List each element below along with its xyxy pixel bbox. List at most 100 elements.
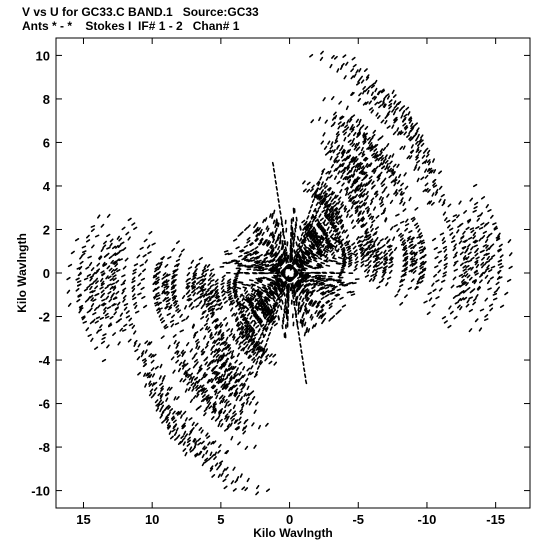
uv-point — [328, 196, 332, 201]
uv-point — [320, 313, 324, 318]
uv-point — [483, 270, 487, 275]
uv-point — [161, 377, 165, 382]
uv-point — [313, 190, 317, 195]
uv-point — [343, 131, 347, 136]
uv-point — [150, 367, 155, 372]
uv-point — [358, 151, 363, 156]
uv-point — [155, 407, 160, 412]
uv-point — [255, 484, 260, 490]
uv-point — [195, 344, 199, 349]
uv-point — [137, 343, 141, 348]
uv-point — [234, 262, 240, 265]
uv-point — [200, 304, 204, 310]
uv-point — [347, 139, 352, 143]
uv-point — [386, 193, 390, 198]
uv-point — [339, 65, 344, 70]
uv-point — [414, 164, 418, 169]
uv-point — [331, 191, 336, 196]
uv-point — [206, 317, 210, 323]
uv-point — [390, 168, 394, 173]
uv-point — [224, 450, 229, 454]
uv-point — [413, 251, 418, 256]
uv-point — [336, 159, 340, 164]
uv-point — [383, 249, 387, 254]
uv-point — [306, 224, 310, 229]
uv-point — [322, 132, 326, 137]
uv-point — [367, 264, 372, 269]
uv-point — [354, 205, 359, 210]
uv-point — [245, 377, 249, 383]
uv-point — [317, 219, 321, 224]
uv-point — [380, 197, 384, 202]
uv-point — [172, 284, 177, 288]
uv-point — [216, 359, 220, 364]
uv-point — [376, 241, 381, 246]
uv-point — [316, 241, 321, 245]
uv-point — [420, 176, 425, 181]
uv-point — [402, 208, 407, 212]
uv-point — [299, 318, 302, 324]
uv-point — [226, 290, 232, 294]
uv-point — [253, 322, 257, 327]
uv-point — [282, 234, 286, 240]
y-tick-label: -8 — [38, 440, 50, 455]
uv-point — [394, 176, 398, 181]
uv-point — [122, 287, 127, 292]
uv-point — [336, 145, 340, 150]
y-tick-label: 4 — [43, 179, 51, 194]
uv-point — [447, 224, 451, 229]
uv-point — [297, 245, 302, 251]
uv-point — [416, 142, 421, 147]
uv-point — [226, 426, 230, 431]
uv-point — [316, 180, 320, 185]
uv-point — [351, 143, 356, 148]
uv-point — [228, 261, 233, 264]
uv-point — [361, 171, 366, 175]
uv-point — [270, 245, 274, 250]
uv-point — [264, 357, 268, 362]
uv-point — [358, 118, 362, 124]
uv-point — [211, 359, 215, 364]
uv-point — [160, 319, 166, 324]
uv-point — [281, 283, 286, 289]
uv-point — [183, 370, 187, 375]
uv-point — [209, 284, 215, 288]
uv-point — [148, 382, 153, 387]
uv-point — [328, 170, 332, 175]
uv-point — [325, 278, 331, 282]
uv-point — [391, 169, 395, 174]
uv-point — [81, 252, 86, 257]
uv-point — [266, 242, 271, 247]
uv-point — [221, 292, 226, 297]
uv-point — [251, 283, 256, 287]
uv-point — [411, 257, 416, 261]
uv-point — [296, 296, 299, 301]
uv-point — [304, 294, 308, 299]
uv-point — [350, 124, 354, 129]
uv-point — [305, 289, 310, 294]
uv-point — [349, 197, 354, 203]
uv-point — [410, 236, 415, 241]
uv-point — [297, 249, 302, 254]
uv-point — [266, 227, 270, 233]
uv-point — [256, 292, 261, 296]
uv-point — [186, 443, 191, 447]
uv-point — [204, 457, 209, 462]
uv-point — [233, 277, 239, 281]
uv-point — [207, 281, 212, 286]
uv-point — [234, 359, 238, 364]
uv-point — [382, 209, 386, 215]
uv-point — [188, 376, 193, 381]
uv-point — [100, 289, 105, 294]
uv-point — [372, 254, 378, 258]
uv-point — [334, 215, 338, 220]
uv-point — [418, 275, 422, 281]
uv-point — [389, 263, 394, 268]
uv-point — [347, 154, 352, 159]
uv-point — [255, 226, 259, 231]
uv-point — [463, 270, 468, 275]
uv-point — [414, 258, 418, 263]
uv-point — [215, 371, 219, 376]
uv-point — [378, 195, 383, 201]
uv-point — [304, 247, 308, 252]
